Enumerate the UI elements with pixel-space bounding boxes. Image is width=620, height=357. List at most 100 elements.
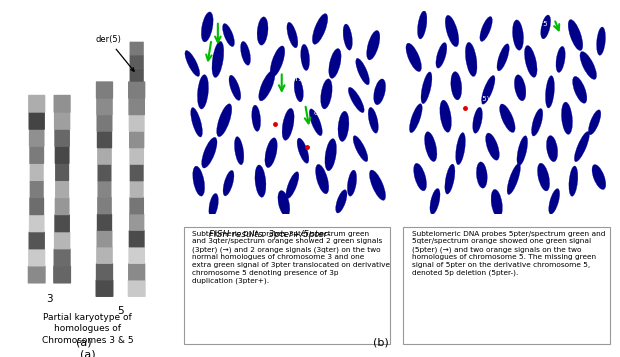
Ellipse shape [329,49,341,79]
Text: homologues of: homologues of [54,325,121,333]
Ellipse shape [480,16,492,41]
FancyBboxPatch shape [97,114,112,132]
Ellipse shape [588,110,601,135]
Ellipse shape [223,170,234,196]
FancyBboxPatch shape [28,266,46,283]
FancyBboxPatch shape [129,114,144,132]
FancyBboxPatch shape [96,263,113,281]
Ellipse shape [531,109,542,136]
FancyBboxPatch shape [53,266,71,283]
Ellipse shape [312,14,328,44]
Ellipse shape [259,71,275,101]
Ellipse shape [325,139,337,171]
FancyBboxPatch shape [130,68,144,82]
Ellipse shape [556,46,565,72]
Ellipse shape [417,11,427,39]
Ellipse shape [297,138,309,163]
Ellipse shape [430,188,440,214]
Ellipse shape [309,109,322,136]
Ellipse shape [482,75,495,104]
Ellipse shape [573,76,587,103]
FancyBboxPatch shape [54,112,70,130]
FancyBboxPatch shape [96,98,113,115]
Ellipse shape [491,189,502,217]
Ellipse shape [456,132,466,165]
Ellipse shape [335,190,347,213]
FancyBboxPatch shape [29,129,45,147]
Ellipse shape [436,42,447,68]
FancyBboxPatch shape [97,180,112,198]
Ellipse shape [209,193,218,217]
FancyBboxPatch shape [55,129,70,147]
Text: (b): (b) [373,337,389,347]
Ellipse shape [374,79,386,105]
Ellipse shape [223,24,234,46]
Ellipse shape [348,87,364,113]
FancyBboxPatch shape [28,248,45,266]
Ellipse shape [294,78,303,102]
Ellipse shape [515,75,526,101]
Ellipse shape [525,45,537,77]
Text: (a): (a) [80,350,95,357]
Ellipse shape [316,164,329,194]
FancyBboxPatch shape [30,163,44,181]
FancyBboxPatch shape [97,131,112,148]
Text: Subtelomeric DNA probes 3pter/spectrum green
and 3qter/spectrum orange showed 2 : Subtelomeric DNA probes 3pter/spectrum g… [192,231,391,284]
FancyBboxPatch shape [55,197,69,215]
Ellipse shape [321,79,332,109]
Ellipse shape [549,188,560,214]
FancyBboxPatch shape [29,146,44,164]
Ellipse shape [562,102,572,134]
Ellipse shape [425,132,437,162]
Ellipse shape [466,42,477,76]
Text: chr5: chr5 [533,21,549,27]
Ellipse shape [414,163,427,191]
Ellipse shape [368,107,378,133]
Ellipse shape [202,137,217,168]
Ellipse shape [440,100,451,132]
FancyBboxPatch shape [29,215,45,232]
Ellipse shape [541,15,551,39]
Ellipse shape [546,136,557,162]
FancyBboxPatch shape [97,147,112,165]
Ellipse shape [197,75,208,109]
FancyBboxPatch shape [128,247,145,264]
FancyBboxPatch shape [55,146,69,164]
FancyBboxPatch shape [55,215,70,232]
FancyBboxPatch shape [28,95,45,113]
Ellipse shape [507,164,520,195]
Ellipse shape [282,108,294,140]
Ellipse shape [234,137,244,165]
Ellipse shape [366,30,380,60]
Ellipse shape [347,170,356,196]
Ellipse shape [338,111,349,141]
Ellipse shape [421,72,432,104]
FancyBboxPatch shape [30,180,44,198]
FancyBboxPatch shape [129,213,144,231]
Ellipse shape [370,170,386,200]
Ellipse shape [445,15,459,47]
Ellipse shape [546,76,554,108]
Text: der(5): der(5) [469,96,490,102]
Ellipse shape [574,131,590,162]
Ellipse shape [517,136,528,166]
Ellipse shape [580,51,596,80]
Ellipse shape [353,136,368,162]
FancyBboxPatch shape [97,213,112,231]
FancyBboxPatch shape [97,197,112,214]
Ellipse shape [592,165,606,190]
Ellipse shape [538,163,549,191]
Ellipse shape [229,75,241,100]
Text: FISH results: 3pter+/5pter-: FISH results: 3pter+/5pter- [209,230,330,239]
FancyBboxPatch shape [29,197,44,215]
FancyBboxPatch shape [128,280,146,297]
Ellipse shape [445,164,455,194]
Ellipse shape [270,46,285,77]
Ellipse shape [252,105,260,131]
FancyBboxPatch shape [128,81,145,99]
Ellipse shape [343,24,352,50]
Text: chr3: chr3 [314,110,329,116]
FancyBboxPatch shape [128,263,145,281]
Ellipse shape [451,72,462,100]
Text: 5: 5 [117,306,124,316]
